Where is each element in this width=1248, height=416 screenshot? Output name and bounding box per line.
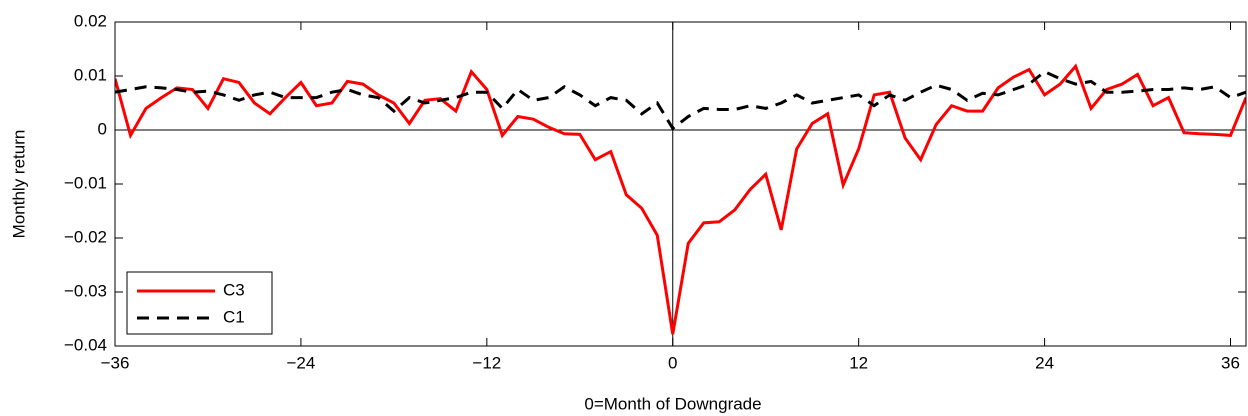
x-tick-label: 12 bbox=[849, 353, 868, 372]
legend-label: C1 bbox=[223, 307, 245, 326]
y-axis-label: Monthly return bbox=[9, 130, 28, 239]
x-tick-label: 0 bbox=[668, 353, 677, 372]
y-tick-label: −0.04 bbox=[64, 335, 107, 354]
legend-box bbox=[126, 271, 273, 335]
x-tick-label: −12 bbox=[472, 353, 501, 372]
plot-frame bbox=[114, 21, 1247, 347]
series-line bbox=[115, 69, 1246, 131]
x-axis-label: 0=Month of Downgrade bbox=[584, 394, 761, 413]
legend-label: C3 bbox=[223, 280, 245, 299]
x-tick-label: 36 bbox=[1221, 353, 1240, 372]
y-tick-label: 0.02 bbox=[74, 11, 107, 30]
y-tick-label: −0.01 bbox=[64, 173, 107, 192]
y-tick-label: −0.02 bbox=[64, 227, 107, 246]
x-tick-label: −24 bbox=[286, 353, 315, 372]
y-tick-label: −0.03 bbox=[64, 281, 107, 300]
y-tick-label: 0 bbox=[98, 119, 107, 138]
x-tick-label: −36 bbox=[101, 353, 130, 372]
x-tick-label: 24 bbox=[1035, 353, 1054, 372]
y-tick-label: 0.01 bbox=[74, 65, 107, 84]
series-line bbox=[115, 63, 1246, 335]
